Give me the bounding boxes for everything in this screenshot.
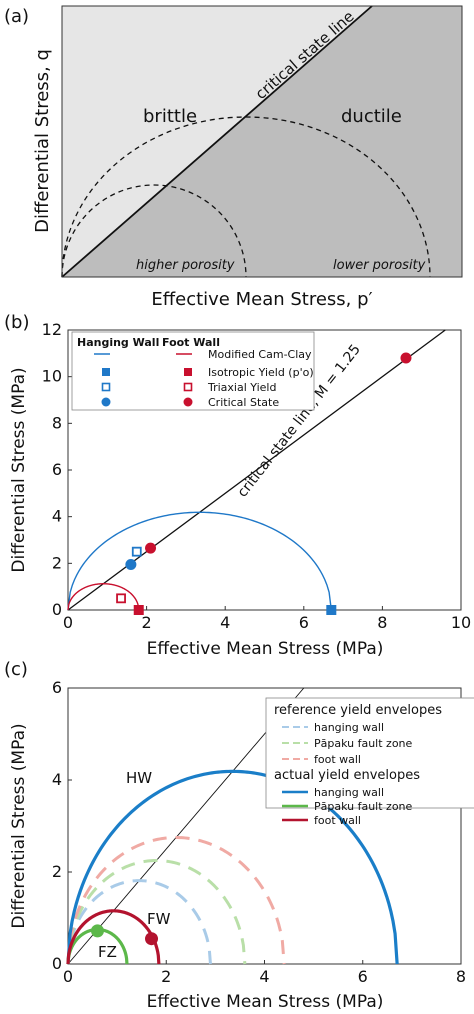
panel-c-x-tick-label: 0 — [63, 967, 73, 986]
fw-curve-label: FW — [147, 910, 171, 928]
actual-hw-envelope — [66, 769, 399, 965]
reference-fw-envelope — [66, 835, 286, 965]
legend-actual-title: actual yield envelopes — [274, 768, 420, 783]
legend-hanging-wall-title: Hanging Wall — [77, 336, 159, 349]
panel-c-curves — [66, 687, 399, 965]
legend-fw-isotropic-marker — [184, 368, 192, 376]
ductile-region — [62, 6, 462, 277]
panel-b-y-tick-label: 2 — [52, 553, 62, 572]
panel-c-y-tick-label: 0 — [52, 954, 62, 973]
legend-ref-hw-label: hanging wall — [314, 721, 384, 734]
panel-b-y-tick-label: 10 — [42, 367, 62, 386]
reference-hw-envelope — [66, 879, 212, 965]
fw-triaxial-yield-point — [116, 593, 126, 604]
panel-b-y-tick-label: 12 — [42, 320, 62, 339]
panel-b-x-axis-label: Effective Mean Stress (MPa) — [147, 639, 384, 659]
legend-hw-critical-marker — [101, 397, 111, 407]
panel-b-x-tick-label: 4 — [220, 613, 230, 632]
ductile-label: ductile — [341, 106, 402, 127]
legend-ref-fw-label: foot wall — [314, 753, 361, 766]
panel-b-y-tick-label: 0 — [52, 600, 62, 619]
panel-c: (c) 0 2 4 6 8 0 2 4 6 reference yield envelopes … — [4, 659, 474, 1012]
panel-a-frame — [61, 5, 463, 278]
panel-c-legend: reference yield envelopes hanging wall P… — [265, 697, 474, 827]
lower-porosity-envelope — [61, 116, 431, 278]
legend-fw-triaxial-marker — [183, 382, 193, 392]
panel-c-x-tick-label: 2 — [161, 967, 171, 986]
hw-cam-clay-curve — [67, 511, 333, 611]
legend-foot-wall-title: Foot Wall — [162, 336, 220, 349]
critical-state-line — [67, 687, 305, 965]
panel-c-y-tick-label: 4 — [52, 770, 62, 789]
higher-porosity-label: higher porosity — [136, 258, 235, 273]
panel-b-legend: Hanging Wall Foot Wall Modified Cam-Clay… — [71, 331, 315, 411]
fw-cam-clay-curve — [67, 583, 140, 611]
legend-act-hw-label: hanging wall — [314, 786, 384, 799]
panel-b-x-tick-label: 10 — [451, 613, 471, 632]
panel-a: (a) brittle ductile critical state line … — [4, 5, 463, 310]
brittle-label: brittle — [143, 106, 197, 127]
actual-fw-envelope — [66, 909, 161, 965]
fw-isotropic-yield-point — [133, 605, 144, 615]
panel-c-label: (c) — [4, 659, 28, 680]
legend-ref-fz-label: Pāpaku fault zone — [314, 737, 413, 750]
panel-b-x-tick-label: 2 — [142, 613, 152, 632]
legend-hw-triaxial-marker — [101, 382, 111, 392]
panel-c-x-tick-label: 6 — [358, 967, 368, 986]
panel-c-x-axis-label: Effective Mean Stress (MPa) — [147, 992, 384, 1012]
hw-triaxial-yield-point — [131, 546, 142, 557]
panel-b-x-tick-label: 8 — [377, 613, 387, 632]
fw-critical-state-point — [145, 542, 157, 554]
panel-c-y-axis-label: Differential Stress (MPa) — [9, 723, 29, 928]
legend-hw-isotropic-marker — [102, 368, 110, 376]
panel-c-x-tick-label: 4 — [259, 967, 269, 986]
panel-b-x-tick-label: 0 — [63, 613, 73, 632]
panel-b-label: (b) — [4, 312, 29, 333]
panel-b-axes: 0 2 4 6 8 10 0 2 4 6 8 10 12 — [42, 320, 472, 632]
panel-b-x-tick-label: 6 — [299, 613, 309, 632]
hw-curve-label: HW — [126, 769, 152, 787]
legend-model-label: Modified Cam-Clay — [208, 348, 312, 361]
hw-critical-state-point — [125, 559, 137, 570]
higher-porosity-envelope — [61, 184, 247, 278]
panel-c-x-tick-label: 8 — [456, 967, 466, 986]
legend-fw-critical-marker — [183, 397, 193, 407]
legend-triaxial-label: Triaxial Yield — [207, 381, 276, 394]
panel-b-y-axis-label: Differential Stress (MPa) — [9, 367, 29, 572]
panel-c-y-tick-label: 2 — [52, 862, 62, 881]
panel-c-legend-box — [265, 697, 474, 809]
fz-critical-point — [90, 924, 104, 938]
lower-porosity-label: lower porosity — [333, 258, 426, 273]
panel-c-axes: 0 2 4 6 8 0 2 4 6 — [52, 678, 466, 986]
panel-c-points — [90, 924, 159, 946]
legend-act-fz-label: Pāpaku fault zone — [314, 800, 413, 813]
panel-b-points — [116, 352, 412, 615]
panel-c-y-tick-label: 6 — [52, 678, 62, 697]
legend-act-fw-label: foot wall — [314, 814, 361, 827]
hw-isotropic-yield-point — [326, 605, 337, 615]
panel-b-y-tick-label: 4 — [52, 507, 62, 526]
panel-b-y-tick-label: 8 — [52, 413, 62, 432]
critical-state-line — [61, 5, 373, 278]
panel-a-label: (a) — [4, 6, 29, 27]
panel-b-legend-box — [71, 331, 315, 411]
panel-a-x-axis-label: Effective Mean Stress, p′ — [151, 289, 372, 310]
legend-reference-title: reference yield envelopes — [274, 703, 442, 718]
panel-b-y-tick-label: 6 — [52, 460, 62, 479]
reference-fz-envelope — [66, 858, 247, 965]
legend-critical-label: Critical State — [208, 396, 279, 409]
fw-critical-point — [145, 932, 159, 946]
fw-critical-state-point-high — [400, 352, 412, 364]
legend-isotropic-label: Isotropic Yield (p'o) — [208, 366, 314, 379]
fz-curve-label: FZ — [98, 943, 117, 961]
panel-a-y-axis-label: Differential Stress, q — [32, 49, 53, 233]
